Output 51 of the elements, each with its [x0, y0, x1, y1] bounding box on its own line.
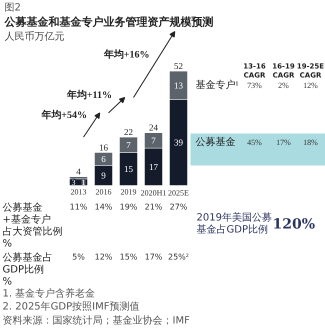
text: 年均+16%: [102, 48, 150, 60]
total-label: 24: [149, 122, 158, 133]
text: 19%: [120, 202, 138, 212]
text: 21%: [144, 202, 163, 212]
data-label: 17: [149, 162, 158, 172]
data-label: 15: [124, 164, 134, 174]
data-label: 3: [72, 178, 76, 187]
text: 1. 基金专户含养老金: [2, 288, 96, 300]
x-tick-label: 2025E: [168, 188, 190, 198]
chart-title: 公募基金和基金专户业务管理资产规模预测: [4, 16, 214, 28]
text: 5%: [72, 252, 86, 262]
data-label: 1: [82, 178, 86, 187]
annotation: 年均+54%: [40, 109, 88, 121]
text: 2019年美国公募基金占GDP比例: [196, 212, 272, 236]
total-label: 4: [76, 166, 82, 177]
data-label: 7: [151, 135, 156, 146]
total-label: 16: [99, 142, 108, 152]
annotation: 年均+11%: [66, 89, 112, 102]
text: 45%: [247, 138, 262, 148]
x-tick-label: 2020H1: [140, 188, 166, 198]
x-tick-label: 2019: [120, 188, 136, 196]
text: 资料来源：国家统计局；基金业协会；IMF: [2, 314, 190, 326]
data-label: 39: [174, 138, 184, 148]
text: 17%: [276, 138, 292, 148]
text: 公募基金占GDP比例%: [2, 252, 52, 288]
text: 120%: [272, 216, 316, 232]
series-label: 基金专户¹: [196, 78, 238, 91]
text: 2. 2025年GDP按照IMF预测值: [2, 300, 140, 312]
text: 17%: [144, 252, 163, 262]
text: 73%: [247, 80, 262, 90]
x-tick-label: 2013: [70, 188, 86, 196]
text: 12%: [94, 252, 113, 262]
text: 12%: [303, 80, 318, 90]
text: 27%: [170, 202, 188, 212]
text: 14%: [94, 202, 113, 212]
text: 2%: [278, 80, 290, 90]
data-label: 13: [174, 80, 184, 90]
series-label: 公募基金: [196, 136, 236, 148]
data-label: 9: [101, 170, 106, 181]
data-label: 6: [101, 154, 106, 164]
text: 18%: [303, 138, 318, 148]
data-label: 7: [126, 140, 132, 150]
total-label: 22: [124, 127, 133, 138]
text: 公募基金+基金专户占大资管比例%: [2, 202, 62, 250]
text: 11%: [70, 202, 88, 212]
text: 25%²: [168, 252, 190, 262]
text: 15%: [120, 252, 138, 262]
x-tick-label: 2016: [96, 188, 112, 196]
caption: 图2: [4, 2, 21, 14]
chart-subtitle: 人民币万亿元: [4, 30, 64, 42]
total-label: 52: [174, 61, 183, 72]
